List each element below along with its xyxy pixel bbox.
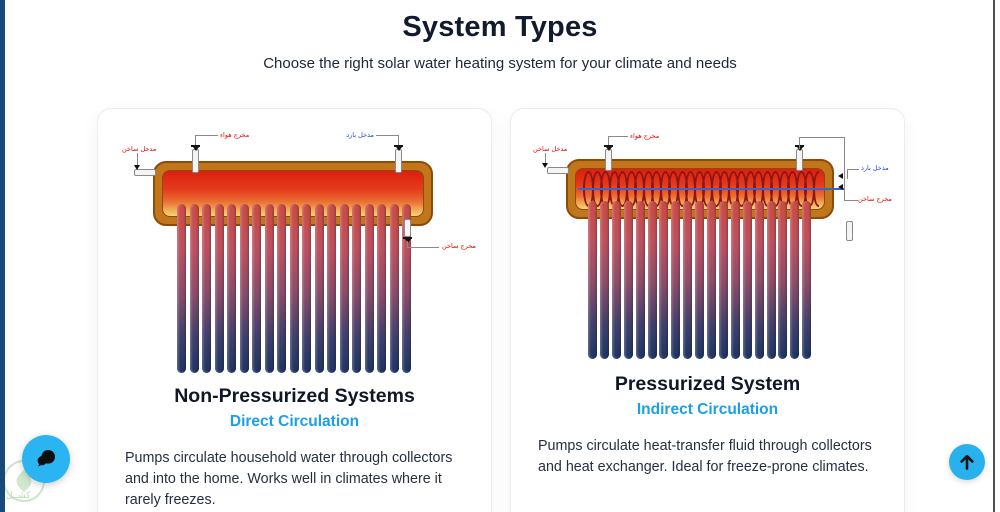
drain-pipe <box>846 221 853 241</box>
vacuum-tube <box>214 204 224 373</box>
vacuum-tube <box>239 204 249 373</box>
vacuum-tube <box>227 204 236 373</box>
connector-line <box>799 137 844 138</box>
valve-icon <box>394 145 403 151</box>
diagram-label-hot-outlet: مخرج ساخن <box>442 242 476 250</box>
card-non-pressurized: مخرج هواء مدخل بارد مدخل ساخن مخرج ساخن … <box>97 108 492 512</box>
vacuum-tube <box>635 201 645 359</box>
diagram-label-air-outlet: مخرج هواء <box>220 131 250 139</box>
solar-heater-diagram-direct: مخرج هواء مدخل بارد مدخل ساخن مخرج ساخن <box>98 109 491 385</box>
card-heading: Non-Pressurized Systems <box>174 385 415 407</box>
vacuum-tube <box>289 204 299 373</box>
side-pipe <box>547 167 569 174</box>
scrollbar[interactable] <box>993 0 995 512</box>
vacuum-tube <box>659 201 669 359</box>
vacuum-tube <box>695 201 705 359</box>
connector-line <box>608 136 628 137</box>
vacuum-tube <box>339 204 349 373</box>
vacuum-tube <box>766 201 776 359</box>
hot-outlet-pipe <box>404 219 411 237</box>
watermark-text: كشــل <box>6 491 31 501</box>
vacuum-tube <box>742 201 752 359</box>
diagram-label-hot-inlet: مدخل ساخن <box>533 145 568 153</box>
diagram-label-cold-inlet: مدخل بارد <box>861 164 889 172</box>
vacuum-tube <box>264 204 274 373</box>
vacuum-tube <box>327 204 336 373</box>
connector-line <box>195 135 218 136</box>
circulation-type: Indirect Circulation <box>636 401 779 418</box>
valve-icon <box>191 145 200 151</box>
vacuum-tube <box>707 201 716 359</box>
diagram-label-air-outlet: مخرج هواء <box>630 132 660 140</box>
connector-line <box>799 137 800 149</box>
connector-line <box>407 247 439 248</box>
vacuum-tube <box>790 201 800 359</box>
diagram-label-hot-inlet: مدخل ساخن <box>122 145 157 153</box>
diagram-label-cold-inlet: مدخل بارد <box>346 131 374 139</box>
connector-line <box>608 136 609 145</box>
heat-exchanger-pipe <box>578 188 844 190</box>
valve-icon <box>604 145 613 151</box>
connector-line <box>398 135 399 145</box>
arrow-icon <box>835 184 843 190</box>
vacuum-tube <box>671 201 681 359</box>
vacuum-tube <box>754 201 764 359</box>
left-edge-strip <box>0 0 5 512</box>
vacuum-tube <box>623 201 633 359</box>
arrow-icon <box>134 165 140 173</box>
vacuum-tube <box>314 204 324 373</box>
page-title: System Types <box>402 11 598 43</box>
vacuum-tube <box>177 204 186 373</box>
page-subtitle: Choose the right solar water heating sys… <box>263 55 737 72</box>
vacuum-tube <box>683 201 693 359</box>
vacuum-tube <box>389 204 399 373</box>
up-arrow-icon <box>957 452 977 472</box>
scroll-top-button[interactable] <box>949 444 985 480</box>
vacuum-tube <box>189 204 199 373</box>
vacuum-tube <box>588 201 597 359</box>
chat-icon <box>33 446 59 472</box>
solar-heater-diagram-indirect: مخرج هواء مدخل ساخن مدخل بارد مخرج ساخن <box>511 109 904 373</box>
vacuum-tube <box>647 201 657 359</box>
vacuum-tube <box>802 201 812 359</box>
vacuum-tube <box>252 204 261 373</box>
diagram-label-hot-outlet: مخرج ساخن <box>858 195 892 203</box>
vacuum-tube <box>302 204 311 373</box>
side-pipe <box>134 169 156 176</box>
connector-line <box>844 200 858 201</box>
card-description: Pumps circulate household water through … <box>125 450 453 508</box>
connector-line <box>844 137 845 200</box>
chat-button[interactable] <box>22 435 70 483</box>
arrow-icon <box>835 173 843 179</box>
vacuum-tube <box>730 201 740 359</box>
card-description: Pumps circulate heat-transfer fluid thro… <box>538 438 872 475</box>
vacuum-tube <box>778 201 788 359</box>
connector-line <box>545 153 546 164</box>
connector-line <box>407 241 408 248</box>
connector-line <box>137 153 138 166</box>
vacuum-tube <box>599 201 609 359</box>
vacuum-tube <box>277 204 286 373</box>
section-header: System Types Choose the right solar wate… <box>0 0 1000 72</box>
connector-line <box>847 169 859 170</box>
valve-icon <box>403 237 412 243</box>
card-heading: Pressurized System <box>614 373 801 395</box>
vacuum-tube <box>402 204 411 373</box>
vacuum-tube <box>352 204 361 373</box>
vacuum-tube <box>377 204 386 373</box>
connector-line <box>195 135 196 145</box>
arrow-icon <box>542 163 548 171</box>
vacuum-tube <box>202 204 211 373</box>
vacuum-tube <box>611 201 621 359</box>
connector-line <box>847 169 848 179</box>
vacuum-tube <box>364 204 374 373</box>
circulation-type: Direct Circulation <box>229 413 360 430</box>
card-pressurized: مخرج هواء مدخل ساخن مدخل بارد مخرج ساخن … <box>510 108 905 512</box>
vacuum-tube <box>718 201 728 359</box>
connector-line <box>376 135 399 136</box>
